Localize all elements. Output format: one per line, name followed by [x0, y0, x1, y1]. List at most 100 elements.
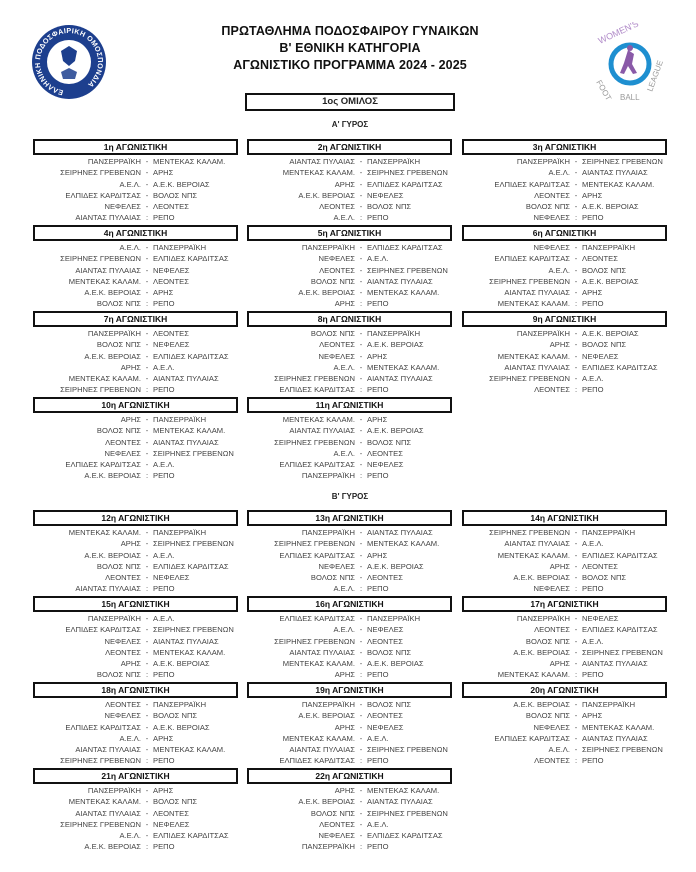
match-separator: -: [145, 460, 149, 470]
away-team: ΑΡΗΣ: [367, 550, 388, 560]
away-team: ΜΕΝΤΕΚΑΣ ΚΑΛΑΜ.: [153, 426, 226, 436]
match-row: ΑΙΑΝΤΑΣ ΠΥΛΑΙΑΣ - ΝΕΦΕΛΕΣ: [33, 265, 238, 276]
away-team: ΠΑΝΣΕΡΡΑΪΚΗ: [367, 157, 421, 166]
away-team: Α.Ε.Κ. ΒΕΡΟΙΑΣ: [367, 426, 424, 436]
match-row: ΑΡΗΣ - Α.Ε.Κ. ΒΕΡΟΙΑΣ: [33, 658, 238, 669]
away-team: ΛΕΟΝΤΕΣ: [153, 276, 189, 286]
home-team: ΛΕΟΝΤΕΣ: [105, 437, 141, 447]
match-separator: -: [359, 745, 363, 755]
home-team: ΜΕΝΤΕΚΑΣ ΚΑΛΑΜ.: [282, 415, 355, 424]
match-row: ΒΟΛΟΣ ΝΠΣ - ΝΕΦΕΛΕΣ: [33, 339, 238, 350]
home-team: ΜΕΝΤΕΚΑΣ ΚΑΛΑΜ.: [497, 351, 570, 361]
away-team: ΑΡΗΣ: [367, 415, 388, 424]
match-separator: -: [574, 202, 578, 212]
away-team: Α.Ε.Λ.: [153, 460, 175, 470]
bye-team: ΜΕΝΤΕΚΑΣ ΚΑΛΑΜ.: [497, 670, 570, 680]
away-team: ΣΕΙΡΗΝΕΣ ΓΡΕΒΕΝΩΝ: [582, 157, 663, 166]
match-row: Α.Ε.Κ. ΒΕΡΟΙΑΣ - ΛΕΟΝΤΕΣ: [247, 710, 452, 721]
bye-row: ΛΕΟΝΤΕΣ: ΡΕΠΟ: [462, 384, 667, 395]
matchday-title: 12η ΑΓΩΝΙΣΤΙΚΗ: [33, 510, 238, 526]
bye-team: ΛΕΟΝΤΕΣ: [534, 385, 570, 395]
home-team: ΜΕΝΤΕΚΑΣ ΚΑΛΑΜ.: [68, 276, 141, 286]
match-separator: -: [574, 340, 578, 350]
away-team: Α.Ε.Κ. ΒΕΡΟΙΑΣ: [153, 722, 210, 732]
svg-text:FOOT: FOOT: [594, 79, 613, 103]
away-team: Α.Ε.Λ.: [582, 539, 604, 549]
match-separator: -: [359, 254, 363, 264]
home-team: ΝΕΦΕΛΕΣ: [318, 351, 355, 361]
match-separator: -: [574, 157, 578, 166]
bye-team: ΠΑΝΣΕΡΡΑΪΚΗ: [301, 471, 355, 481]
away-team: Α.Ε.Λ.: [367, 733, 389, 743]
matchday-title: 15η ΑΓΩΝΙΣΤΙΚΗ: [33, 596, 238, 612]
bye-team: ΝΕΦΕΛΕΣ: [533, 584, 570, 594]
away-team: ΛΕΟΝΤΕΣ: [367, 448, 403, 458]
home-team: ΕΛΠΙΔΕΣ ΚΑΡΔΙΤΣΑΣ: [494, 733, 570, 743]
matchday-block: 22η ΑΓΩΝΙΣΤΙΚΗ ΑΡΗΣ - ΜΕΝΤΕΚΑΣ ΚΑΛΑΜ. Α.Ε.Κ.…: [247, 768, 452, 853]
away-team: ΑΙΑΝΤΑΣ ΠΥΛΑΙΑΣ: [367, 528, 433, 537]
matchday-title: 14η ΑΓΩΝΙΣΤΙΚΗ: [462, 510, 667, 526]
home-team: ΣΕΙΡΗΝΕΣ ΓΡΕΒΕΝΩΝ: [274, 539, 355, 549]
away-team: ΠΑΝΣΕΡΡΑΪΚΗ: [153, 415, 207, 424]
away-team: ΑΙΑΝΤΑΣ ΠΥΛΑΙΑΣ: [153, 437, 219, 447]
home-team: ΠΑΝΣΕΡΡΑΪΚΗ: [301, 528, 355, 537]
away-team: ΜΕΝΤΕΚΑΣ ΚΑΛΑΜ.: [367, 362, 440, 372]
away-team: ΛΕΟΝΤΕΣ: [582, 254, 618, 264]
match-row: Α.Ε.Λ. - ΑΡΗΣ: [33, 733, 238, 744]
match-row: ΜΕΝΤΕΚΑΣ ΚΑΛΑΜ. - ΛΕΟΝΤΕΣ: [33, 276, 238, 287]
match-separator: -: [145, 745, 149, 755]
match-row: ΛΕΟΝΤΕΣ - ΑΡΗΣ: [462, 190, 667, 201]
home-team: ΒΟΛΟΣ ΝΠΣ: [310, 573, 355, 583]
matchday-block: 15η ΑΓΩΝΙΣΤΙΚΗ ΠΑΝΣΕΡΡΑΪΚΗ - Α.Ε.Λ. ΕΛΠΙΔΕΣ …: [33, 596, 238, 681]
matchday-title: 1η ΑΓΩΝΙΣΤΙΚΗ: [33, 139, 238, 155]
bye-row: ΕΛΠΙΔΕΣ ΚΑΡΔΙΤΣΑΣ: ΡΕΠΟ: [247, 384, 452, 395]
away-team: ΒΟΛΟΣ ΝΠΣ: [582, 340, 627, 350]
match-row: ΛΕΟΝΤΕΣ - ΝΕΦΕΛΕΣ: [33, 572, 238, 583]
home-team: ΣΕΙΡΗΝΕΣ ΓΡΕΒΕΝΩΝ: [60, 168, 141, 178]
bye-separator: :: [574, 299, 578, 309]
match-row: ΑΡΗΣ - ΒΟΛΟΣ ΝΠΣ: [462, 339, 667, 350]
bye-row: ΛΕΟΝΤΕΣ: ΡΕΠΟ: [462, 755, 667, 766]
match-separator: -: [145, 437, 149, 447]
home-team: ΑΡΗΣ: [549, 340, 570, 350]
match-row: ΝΕΦΕΛΕΣ - ΜΕΝΤΕΚΑΣ ΚΑΛΑΜ.: [462, 722, 667, 733]
match-separator: -: [145, 179, 149, 189]
match-row: ΝΕΦΕΛΕΣ - Α.Ε.Κ. ΒΕΡΟΙΑΣ: [247, 561, 452, 572]
match-row: ΕΛΠΙΔΕΣ ΚΑΡΔΙΤΣΑΣ - ΣΕΙΡΗΝΕΣ ΓΡΕΒΕΝΩΝ: [33, 624, 238, 635]
away-team: ΑΡΗΣ: [582, 288, 603, 298]
matchday-title: 21η ΑΓΩΝΙΣΤΙΚΗ: [33, 768, 238, 784]
home-team: ΣΕΙΡΗΝΕΣ ΓΡΕΒΕΝΩΝ: [274, 437, 355, 447]
match-separator: -: [145, 797, 149, 807]
match-row: ΣΕΙΡΗΝΕΣ ΓΡΕΒΕΝΩΝ - ΠΑΝΣΕΡΡΑΪΚΗ: [462, 527, 667, 538]
bye-separator: :: [359, 842, 363, 852]
bye-team: ΠΑΝΣΕΡΡΑΪΚΗ: [301, 842, 355, 852]
away-team: ΕΛΠΙΔΕΣ ΚΑΡΔΙΤΣΑΣ: [582, 362, 658, 372]
match-row: ΕΛΠΙΔΕΣ ΚΑΡΔΙΤΣΑΣ - Α.Ε.Κ. ΒΕΡΟΙΑΣ: [33, 722, 238, 733]
match-row: ΜΕΝΤΕΚΑΣ ΚΑΛΑΜ. - Α.Ε.Κ. ΒΕΡΟΙΑΣ: [247, 658, 452, 669]
match-separator: -: [145, 528, 149, 537]
bye-label: ΡΕΠΟ: [153, 299, 175, 309]
away-team: Α.Ε.Λ.: [582, 374, 604, 384]
match-row: Α.Ε.Λ. - ΛΕΟΝΤΕΣ: [247, 448, 452, 459]
away-team: Α.Ε.Λ.: [367, 254, 389, 264]
away-team: ΜΕΝΤΕΚΑΣ ΚΑΛΑΜ.: [582, 179, 655, 189]
match-separator: -: [574, 659, 578, 669]
away-team: Α.Ε.Κ. ΒΕΡΟΙΑΣ: [367, 561, 424, 571]
bye-label: ΡΕΠΟ: [582, 756, 604, 766]
match-separator: -: [145, 351, 149, 361]
away-team: ΑΡΗΣ: [367, 351, 388, 361]
match-separator: -: [359, 288, 363, 298]
match-separator: -: [574, 561, 578, 571]
home-team: ΒΟΛΟΣ ΝΠΣ: [525, 636, 570, 646]
away-team: ΝΕΦΕΛΕΣ: [367, 190, 404, 200]
match-separator: -: [145, 625, 149, 635]
away-team: ΜΕΝΤΕΚΑΣ ΚΑΛΑΜ.: [153, 647, 226, 657]
match-separator: -: [359, 561, 363, 571]
home-team: ΣΕΙΡΗΝΕΣ ΓΡΕΒΕΝΩΝ: [60, 254, 141, 264]
match-row: ΕΛΠΙΔΕΣ ΚΑΡΔΙΤΣΑΣ - ΜΕΝΤΕΚΑΣ ΚΑΛΑΜ.: [462, 179, 667, 190]
match-separator: -: [574, 168, 578, 178]
home-team: Α.Ε.Κ. ΒΕΡΟΙΑΣ: [84, 288, 141, 298]
bye-row: ΜΕΝΤΕΚΑΣ ΚΑΛΑΜ.: ΡΕΠΟ: [462, 669, 667, 680]
home-team: ΣΕΙΡΗΝΕΣ ΓΡΕΒΕΝΩΝ: [274, 636, 355, 646]
home-team: Α.Ε.Λ.: [548, 168, 570, 178]
